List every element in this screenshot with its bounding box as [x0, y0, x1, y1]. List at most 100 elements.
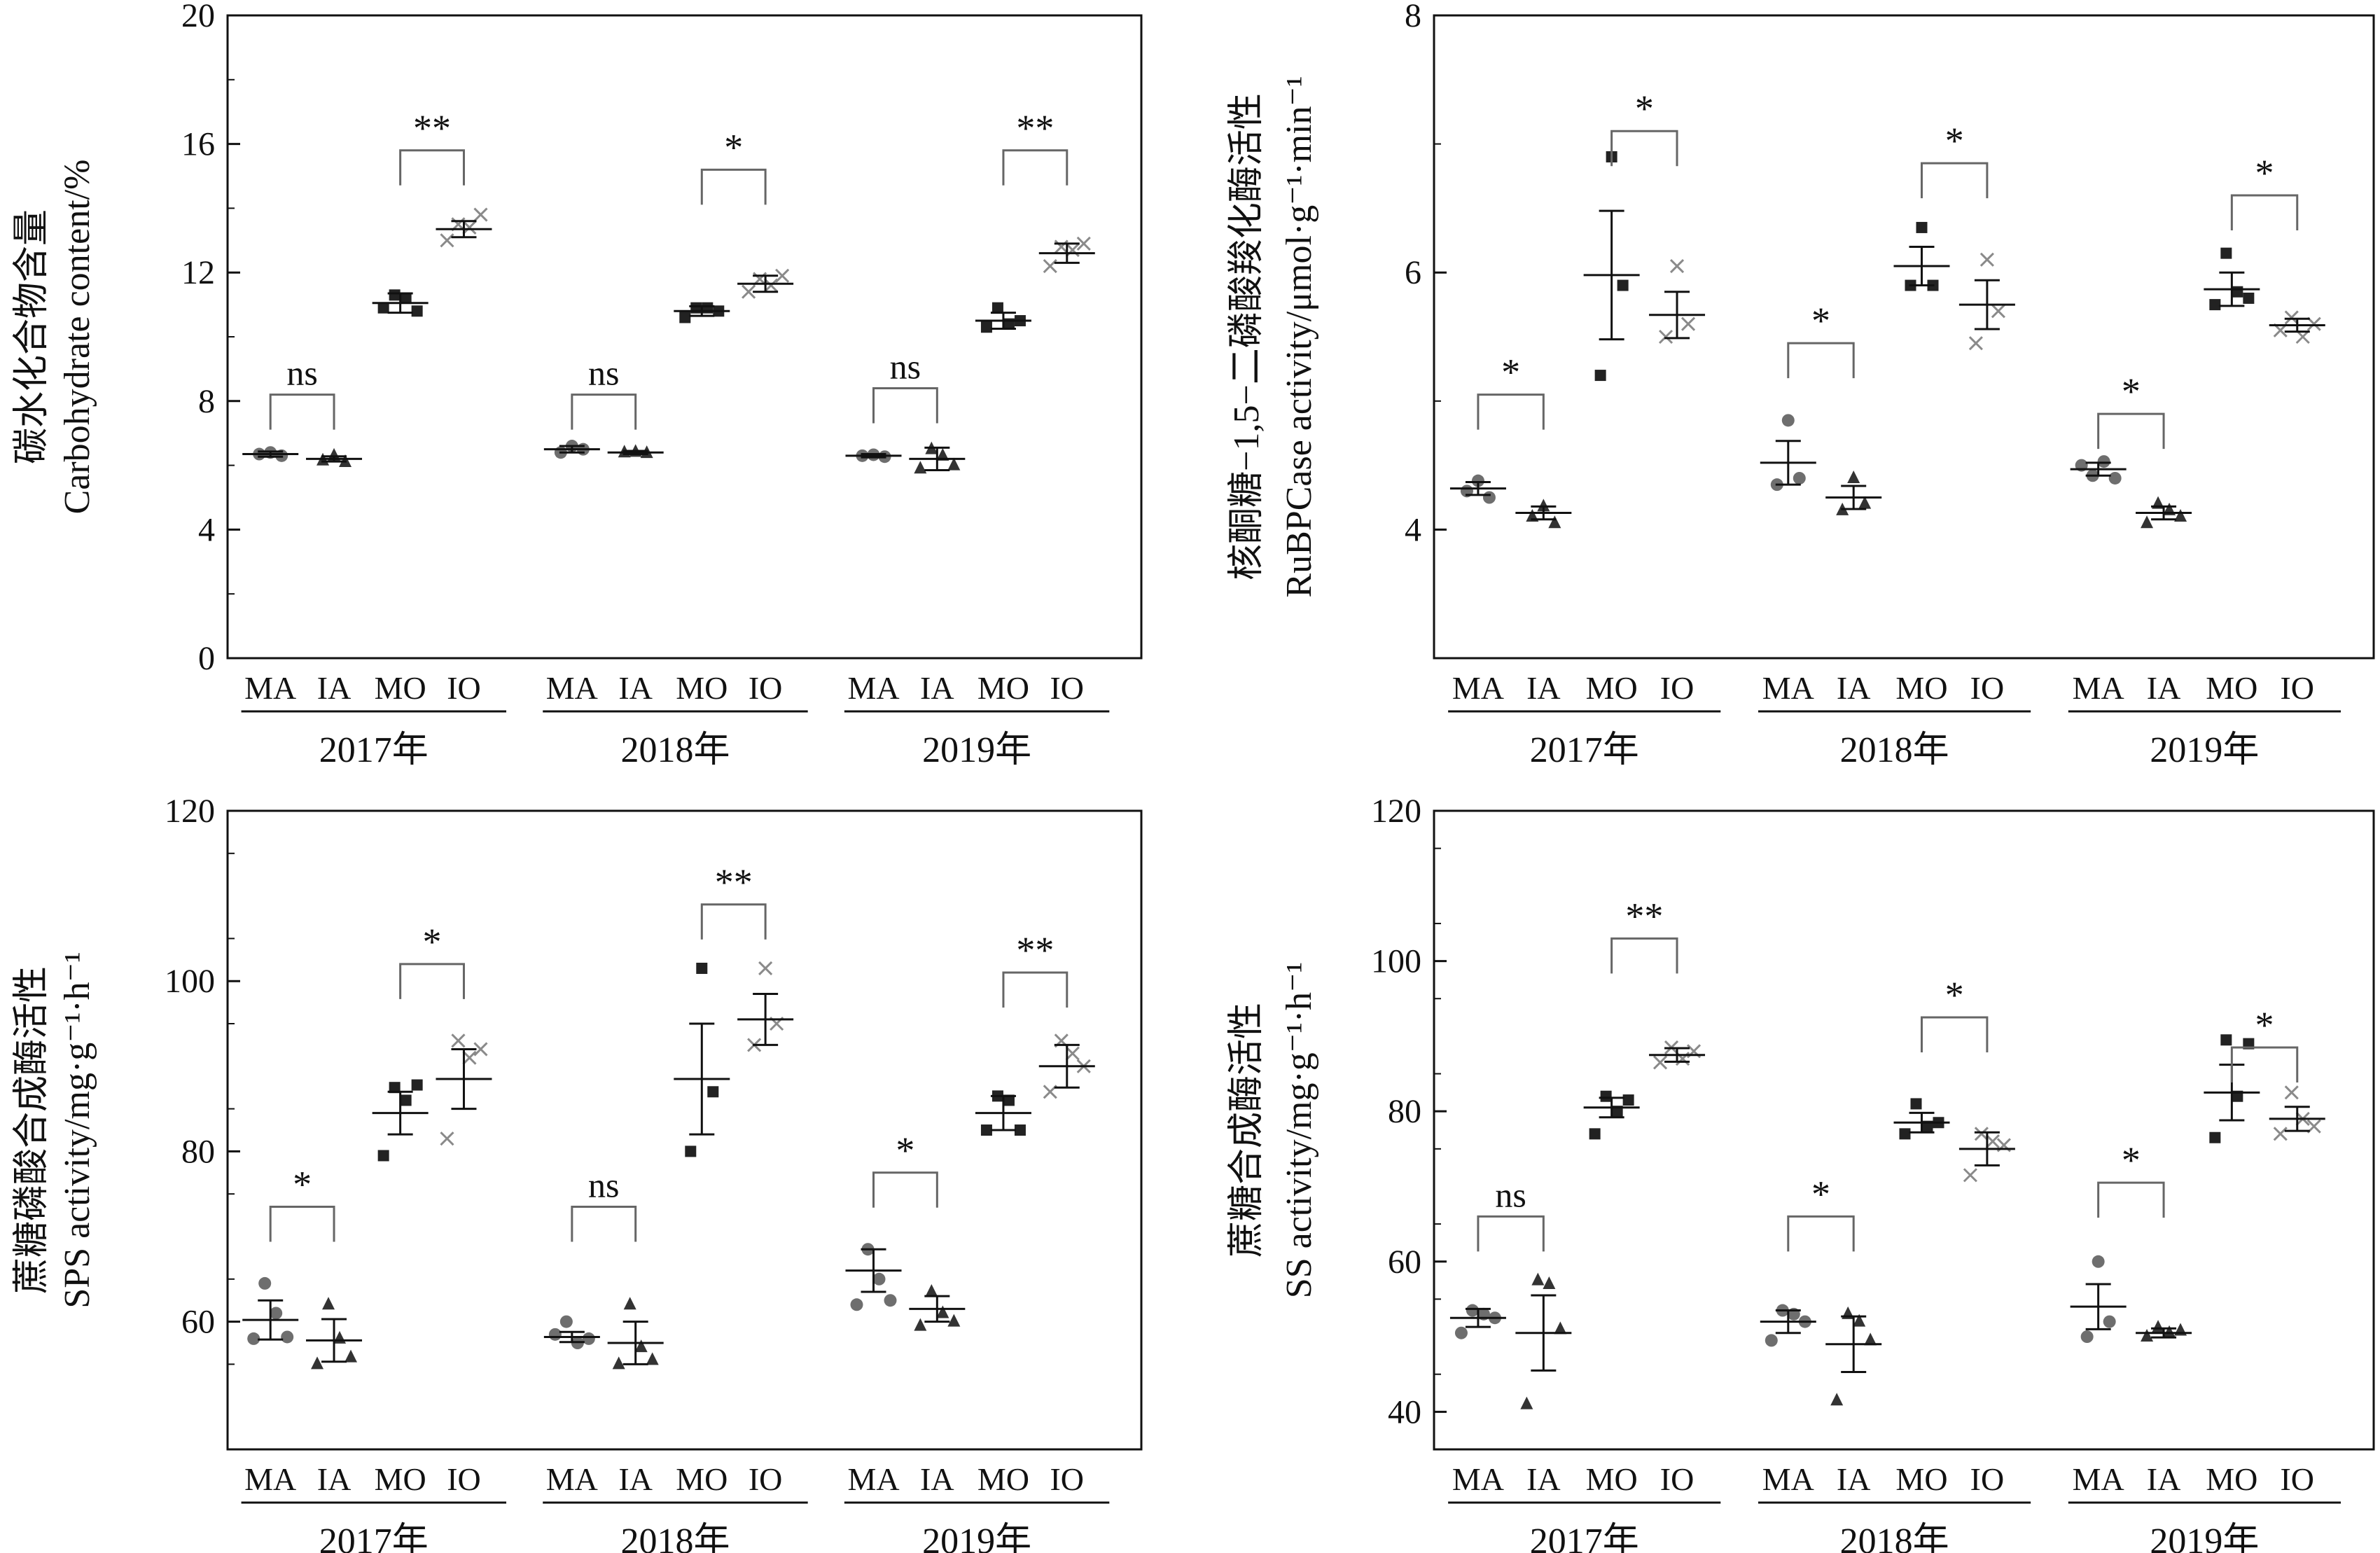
data-point: [2092, 1255, 2105, 1268]
significance-label: *: [423, 921, 442, 963]
data-point: [1065, 1046, 1080, 1061]
data-point: [1520, 1396, 1533, 1409]
plot-frame: [226, 14, 1143, 660]
significance-label: ns: [588, 354, 619, 393]
y-tick-label: 100: [1371, 943, 1421, 980]
year-group-2: MA IA MO IO 2018年 ns **: [543, 861, 808, 1553]
data-point: [1963, 1168, 1977, 1183]
data-point: [1454, 1326, 1468, 1339]
data-point: [1548, 515, 1561, 529]
data-point: [1793, 471, 1806, 485]
year-label: 2017年: [1530, 730, 1639, 770]
y-tick-label: 80: [1388, 1093, 1421, 1130]
significance-bracket: [571, 1205, 637, 1242]
data-point: [1537, 499, 1550, 512]
data-point: [991, 302, 1003, 314]
category-label-mo: MO: [676, 1461, 728, 1497]
data-point: [2141, 1329, 2154, 1342]
data-point: [411, 1079, 423, 1091]
category-label-ma: MA: [1762, 1461, 1814, 1497]
data-point: [1979, 252, 1994, 267]
y-axis-title-en: SS activity/mg·g⁻¹·h⁻¹: [1279, 962, 1319, 1298]
data-point: [462, 220, 477, 235]
data-point: [1617, 279, 1629, 291]
year-group-3: MA IA MO IO 2019年 * *: [2068, 1004, 2341, 1553]
data-point: [473, 207, 488, 222]
significance-bracket: [269, 394, 335, 430]
data-point: [2097, 455, 2110, 468]
y-axis-title-cn: 碳水化合物含量: [12, 209, 52, 464]
data-point: [2209, 1131, 2221, 1143]
data-point: [1594, 370, 1606, 382]
data-point: [1622, 1094, 1634, 1106]
year-label: 2018年: [620, 730, 730, 770]
category-label-io: IO: [1660, 1461, 1694, 1497]
data-point: [247, 1332, 260, 1345]
category-label-ma: MA: [2073, 1461, 2124, 1497]
plot-frame: [1433, 809, 2375, 1451]
data-point: [345, 1349, 358, 1363]
significance-label: *: [1945, 974, 1964, 1016]
data-point: [936, 1305, 949, 1318]
data-point: [1853, 1314, 1866, 1327]
significance-bracket: [2230, 1046, 2299, 1082]
data-point: [2232, 286, 2243, 298]
data-point: [328, 447, 341, 461]
significance-label: ns: [1495, 1175, 1526, 1214]
category-label-ia: IA: [1837, 670, 1871, 706]
significance-label: **: [413, 107, 451, 149]
data-point: [1466, 1304, 1479, 1317]
data-point: [2108, 471, 2122, 485]
panel-3: 60 80 100 120 蔗糖磷酸合成酶活性 SPS activity/mg·g⁻¹·h…: [12, 793, 1143, 1553]
significance-label: ns: [286, 354, 317, 393]
significance-label: *: [2255, 1004, 2274, 1046]
significance-label: *: [724, 126, 743, 168]
data-point: [1589, 1128, 1601, 1140]
data-point: [1765, 1334, 1778, 1347]
year-label: 2018年: [1840, 1521, 1949, 1553]
data-point: [612, 1356, 625, 1370]
data-point: [2243, 292, 2255, 304]
data-point: [1482, 491, 1496, 504]
data-point: [742, 284, 756, 299]
category-label-io: IO: [1660, 670, 1694, 706]
data-point: [400, 292, 412, 304]
y-tick-label: 20: [181, 0, 215, 34]
category-label-mo: MO: [2206, 670, 2257, 706]
category-label-ia: IA: [1837, 1461, 1871, 1497]
data-point: [333, 1330, 347, 1344]
y-axis-title-en: RuBPCase activity/μmol·g⁻¹·min⁻¹: [1279, 76, 1319, 597]
significance-label: **: [1625, 895, 1663, 937]
category-label-io: IO: [749, 1461, 783, 1497]
plot-frame: [1433, 14, 2375, 660]
data-point: [1899, 1128, 1911, 1140]
panel-1: 0 4 8 12 16 20 碳水化合物含量 Carbohydrate content/% MA…: [12, 0, 1143, 770]
data-point: [707, 1086, 719, 1098]
data-point: [1531, 1272, 1545, 1286]
data-point: [1910, 1098, 1922, 1110]
data-point: [1858, 496, 1872, 509]
significance-label: *: [1945, 120, 1964, 162]
category-label-mo: MO: [1895, 1461, 1947, 1497]
category-label-ia: IA: [2147, 1461, 2181, 1497]
year-label: 2017年: [1530, 1521, 1639, 1553]
category-label-ia: IA: [920, 670, 954, 706]
data-point: [2220, 1034, 2232, 1046]
data-point: [411, 305, 423, 317]
data-point: [646, 1352, 659, 1365]
category-label-ia: IA: [618, 1461, 653, 1497]
data-point: [1003, 1094, 1015, 1106]
y-tick-label: 60: [1388, 1244, 1421, 1281]
category-label-io: IO: [1970, 1461, 2005, 1497]
category-label-mo: MO: [977, 670, 1029, 706]
significance-label: *: [896, 1129, 914, 1171]
category-label-io: IO: [447, 1461, 481, 1497]
category-label-io: IO: [749, 670, 783, 706]
category-label-io: IO: [2280, 1461, 2314, 1497]
significance-label: **: [715, 861, 753, 903]
data-point: [1600, 1090, 1612, 1102]
category-label-ia: IA: [317, 670, 352, 706]
data-point: [623, 1297, 636, 1310]
category-label-mo: MO: [1586, 670, 1638, 706]
